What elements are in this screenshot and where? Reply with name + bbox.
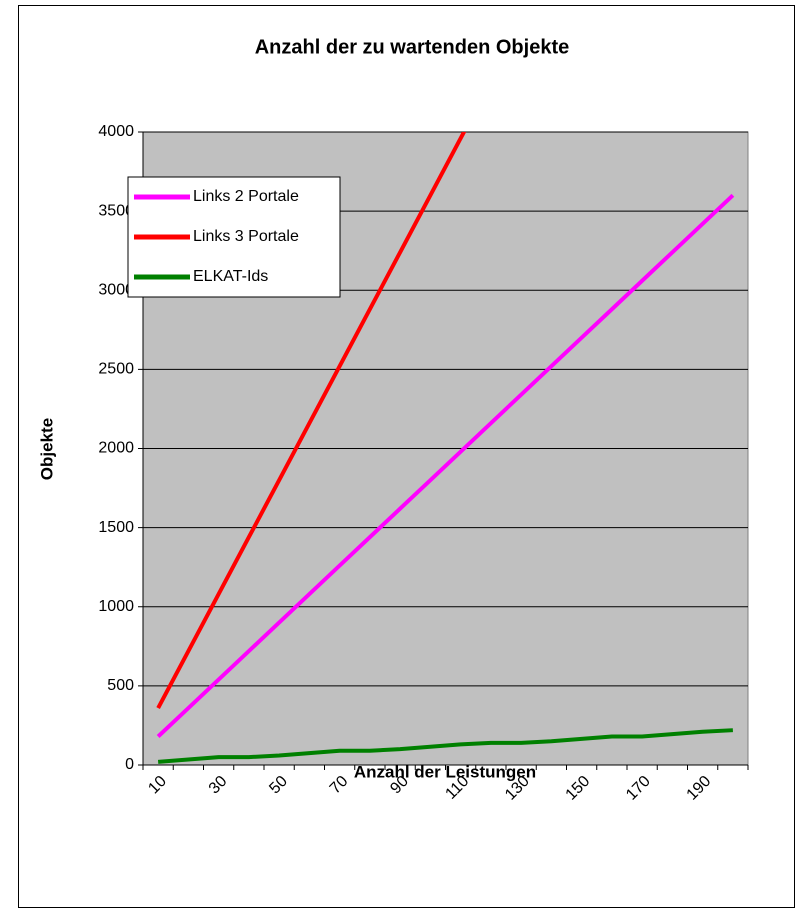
data-line (156, 132, 467, 709)
y-tick-label: 3500 (98, 202, 134, 219)
y-tick-label: 1500 (98, 519, 134, 536)
y-tick-label: 3000 (98, 281, 134, 298)
y-tick-label: 1000 (98, 598, 134, 615)
y-tick-label: 4000 (98, 123, 134, 140)
plot-lines (156, 132, 735, 764)
y-tick-label: 2500 (98, 361, 134, 378)
y-tick-label: 500 (107, 677, 134, 694)
y-tick-label: 2000 (98, 440, 134, 457)
legend-label: ELKAT-Ids (193, 268, 268, 285)
data-line (156, 193, 735, 738)
x-axis-title: Anzahl der Leistungen (354, 762, 536, 781)
y-axis-title: Objekte (37, 418, 56, 480)
legend-label: Links 3 Portale (193, 228, 299, 245)
chart-title: Anzahl der zu wartenden Objekte (255, 36, 570, 58)
legend-label: Links 2 Portale (193, 188, 299, 205)
y-tick-label: 0 (125, 756, 134, 773)
data-line (157, 728, 733, 764)
